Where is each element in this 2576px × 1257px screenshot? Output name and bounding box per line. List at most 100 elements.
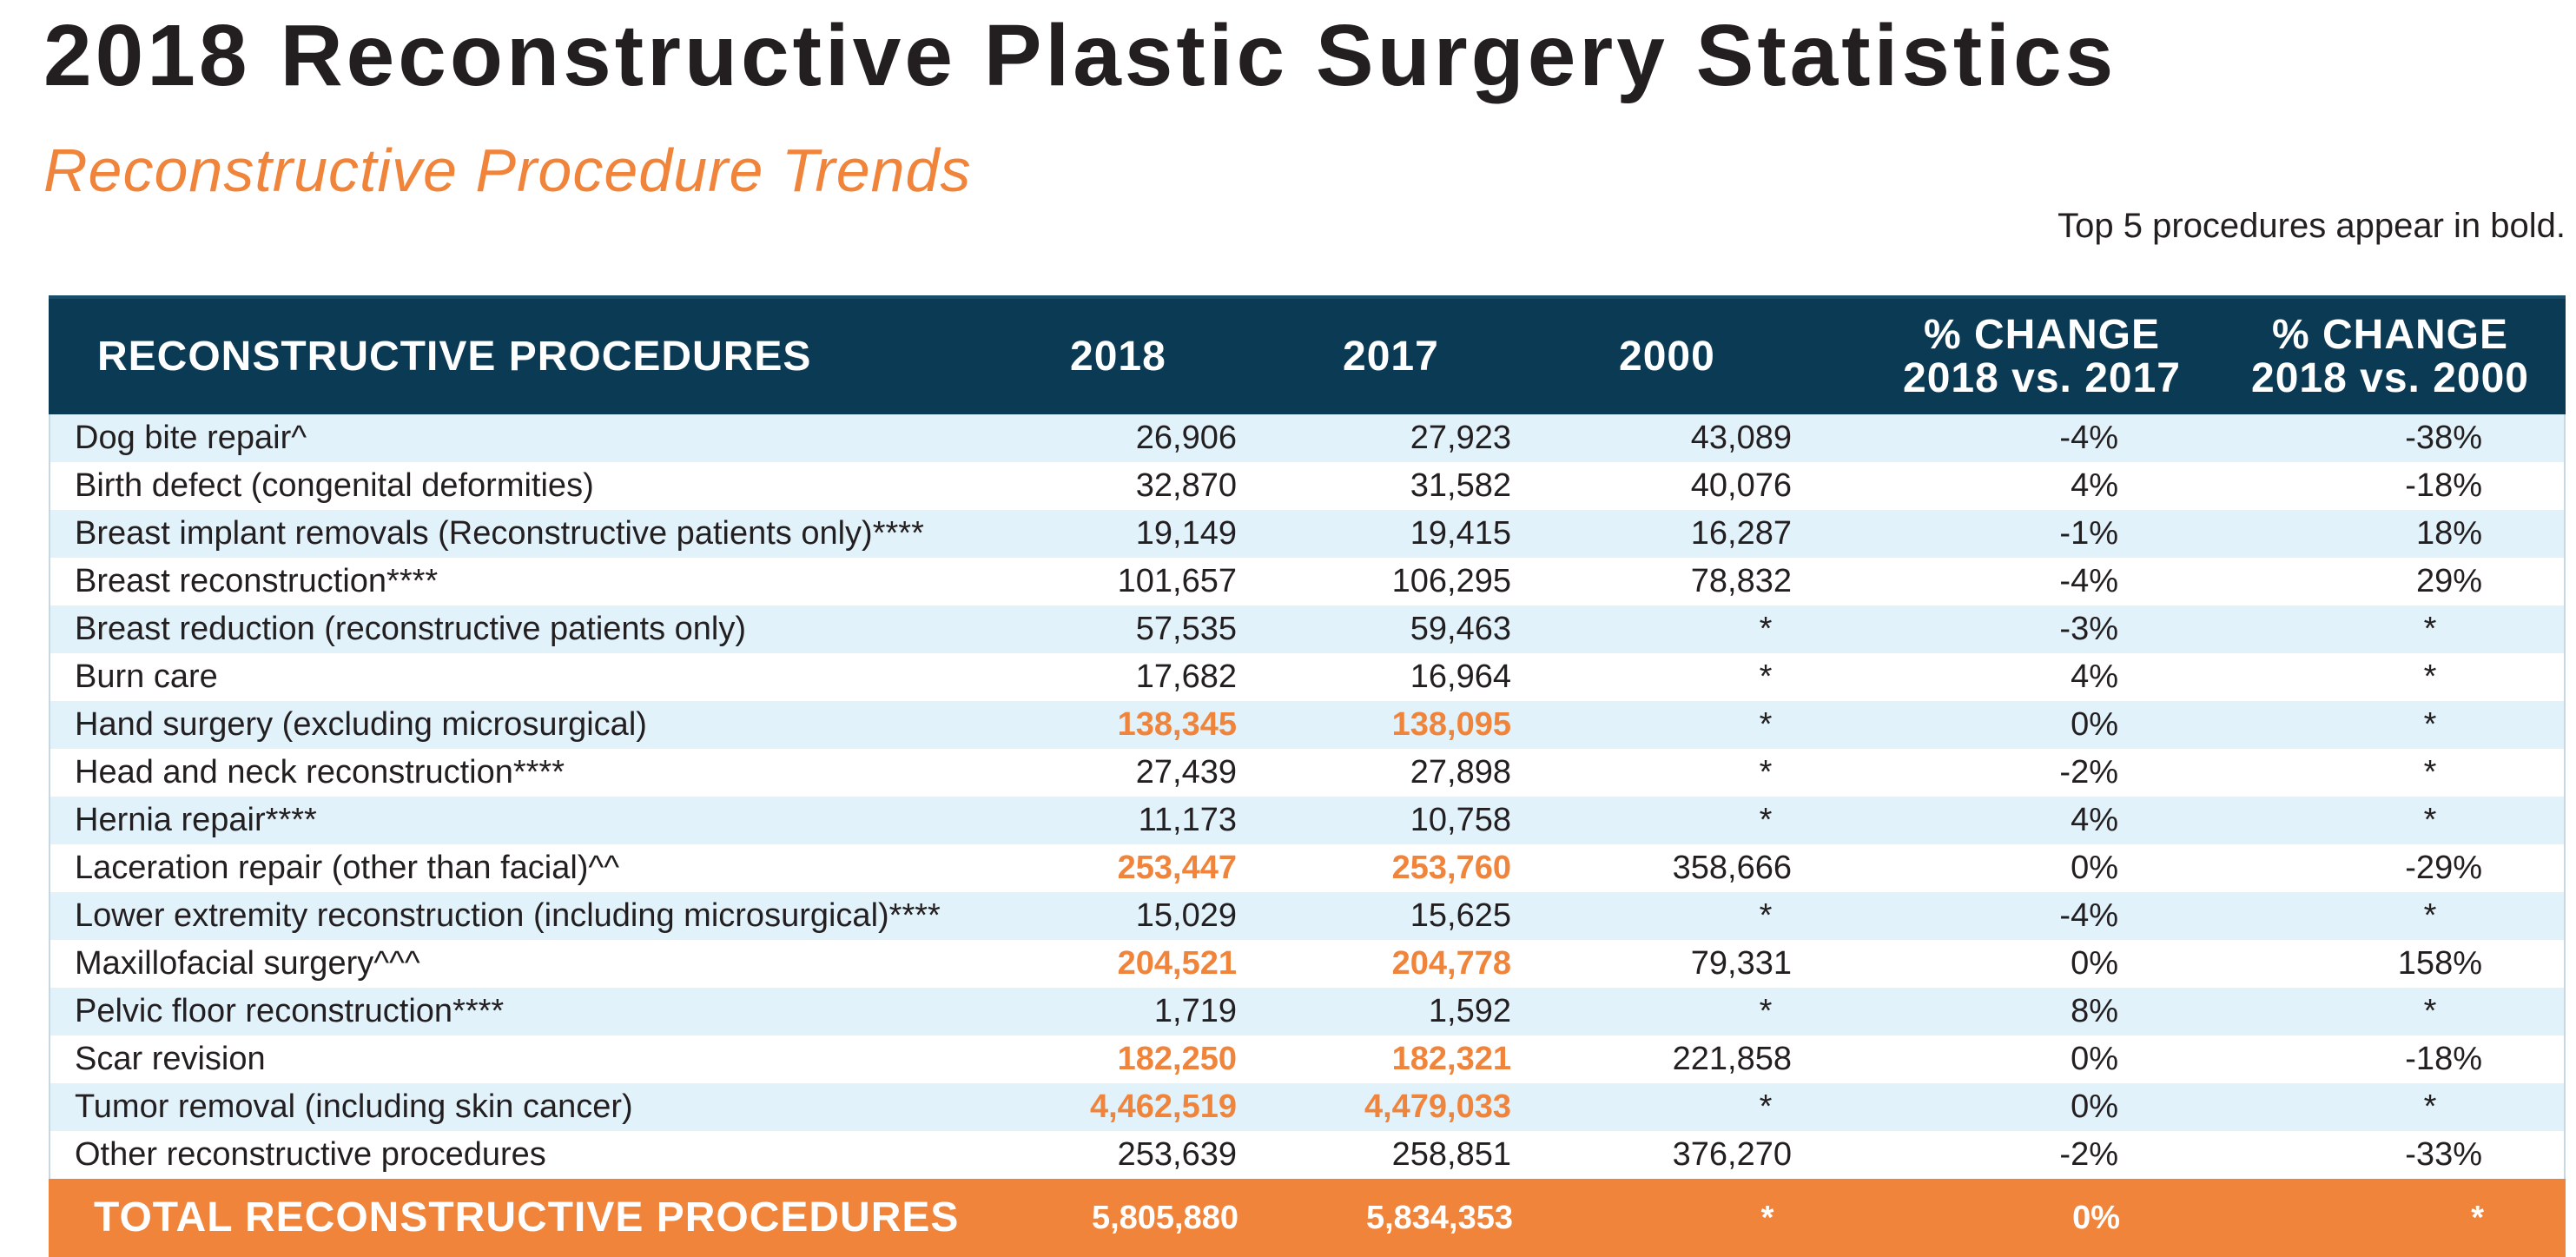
change-2018-vs-2000: 29% [2415, 563, 2482, 599]
change-2018-vs-2017: 0% [2071, 945, 2118, 982]
value-2000: * [1759, 658, 1773, 695]
change-2018-vs-2000: * [2423, 611, 2437, 647]
table-row: Birth defect (congenital deformities) 32,… [50, 462, 2564, 510]
table-row: Hand surgery (excluding microsurgical) 13… [50, 701, 2564, 749]
header-change-2017-line2: 2018 vs. 2017 [1903, 354, 2181, 401]
procedure-name: Burn care [75, 658, 218, 695]
value-2018: 182,250 [1117, 1041, 1237, 1077]
value-2000: 221,858 [1672, 1041, 1792, 1077]
value-2000: 376,270 [1672, 1136, 1792, 1173]
value-2017: 1,592 [1428, 993, 1511, 1029]
total-change-2017: 0% [2072, 1200, 2120, 1236]
value-2018: 253,447 [1117, 850, 1237, 886]
header-change-2000-line1: % CHANGE [2271, 311, 2509, 358]
value-2000: 40,076 [1690, 467, 1792, 504]
change-2018-vs-2017: 4% [2071, 467, 2118, 504]
change-2018-vs-2000: -18% [2405, 467, 2482, 504]
value-2000: 79,331 [1690, 945, 1792, 982]
procedure-name: Birth defect (congenital deformities) [75, 467, 594, 504]
table-header: RECONSTRUCTIVE PROCEDURES 2018 2017 2000… [49, 295, 2566, 414]
value-2000: * [1759, 754, 1773, 791]
change-2018-vs-2000: * [2423, 1088, 2437, 1125]
title-text: Reconstructive Plastic Surgery Statistic… [280, 7, 2117, 104]
procedure-name: Maxillofacial surgery^^^ [75, 945, 420, 982]
page-subtitle: Reconstructive Procedure Trends [43, 136, 972, 204]
procedure-name: Pelvic floor reconstruction**** [75, 993, 505, 1029]
header-procedures: RECONSTRUCTIVE PROCEDURES [97, 334, 812, 380]
header-change-2017-line1: % CHANGE [1923, 311, 2161, 358]
procedure-name: Hand surgery (excluding microsurgical) [75, 706, 647, 743]
value-2018: 26,906 [1135, 420, 1237, 456]
table-row: Maxillofacial surgery^^^ 204,521 204,778 79… [50, 940, 2564, 988]
value-2000: 43,089 [1690, 420, 1792, 456]
value-2000: * [1759, 1088, 1773, 1125]
value-2017: 15,625 [1410, 897, 1511, 934]
change-2018-vs-2017: 0% [2071, 850, 2118, 886]
change-2018-vs-2017: 4% [2071, 802, 2118, 838]
value-2018: 138,345 [1117, 706, 1237, 743]
value-2018: 57,535 [1135, 611, 1237, 647]
table-row: Lower extremity reconstruction (includin… [50, 892, 2564, 940]
top5-note: Top 5 procedures appear in bold. [2057, 207, 2566, 245]
value-2017: 182,321 [1391, 1041, 1511, 1077]
change-2018-vs-2000: 18% [2415, 515, 2482, 552]
change-2018-vs-2000: -29% [2405, 850, 2482, 886]
change-2018-vs-2017: 4% [2071, 658, 2118, 695]
value-2000: 358,666 [1672, 850, 1792, 886]
value-2018: 19,149 [1135, 515, 1237, 552]
change-2018-vs-2017: 0% [2071, 1088, 2118, 1125]
table-row: Breast reconstruction**** 101,657 106,295 7… [50, 558, 2564, 605]
procedure-name: Tumor removal (including skin cancer) [75, 1088, 633, 1125]
procedure-name: Breast reduction (reconstructive patient… [75, 611, 747, 647]
table-row: Scar revision 182,250 182,321 221,858 0% -18% [50, 1035, 2564, 1083]
value-2000: * [1759, 993, 1773, 1029]
header-2018: 2018 [1070, 334, 1166, 380]
total-change-2000: * [2471, 1200, 2484, 1236]
change-2018-vs-2000: -18% [2405, 1041, 2482, 1077]
value-2017: 258,851 [1391, 1136, 1511, 1173]
value-2018: 17,682 [1135, 658, 1237, 695]
value-2018: 204,521 [1117, 945, 1237, 982]
value-2017: 59,463 [1410, 611, 1511, 647]
procedure-name: Breast reconstruction**** [75, 563, 439, 599]
value-2017: 253,760 [1391, 850, 1511, 886]
table-row: Burn care 17,682 16,964 * 4% * [50, 653, 2564, 701]
value-2000: 78,832 [1690, 563, 1792, 599]
total-row: TOTAL RECONSTRUCTIVE PROCEDURES 5,805,88… [49, 1179, 2566, 1257]
change-2018-vs-2000: * [2423, 993, 2437, 1029]
header-change-2000: % CHANGE 2018 vs. 2000 [2247, 299, 2533, 414]
change-2018-vs-2000: 158% [2397, 945, 2482, 982]
value-2017: 27,923 [1410, 420, 1511, 456]
value-2000: * [1759, 611, 1773, 647]
value-2000: * [1759, 802, 1773, 838]
total-label: TOTAL RECONSTRUCTIVE PROCEDURES [94, 1194, 960, 1240]
value-2017: 16,964 [1410, 658, 1511, 695]
value-2018: 253,639 [1117, 1136, 1237, 1173]
value-2017: 4,479,033 [1364, 1088, 1511, 1125]
change-2018-vs-2017: -4% [2059, 563, 2118, 599]
value-2018: 27,439 [1135, 754, 1237, 791]
procedure-name: Breast implant removals (Reconstructive … [75, 515, 924, 552]
change-2018-vs-2000: -33% [2405, 1136, 2482, 1173]
change-2018-vs-2017: 8% [2071, 993, 2118, 1029]
procedure-name: Other reconstructive procedures [75, 1136, 546, 1173]
header-change-2017: % CHANGE 2018 vs. 2017 [1899, 299, 2185, 414]
table-row: Laceration repair (other than facial)^^ 2… [50, 844, 2564, 892]
table-row: Tumor removal (including skin cancer) 4,4… [50, 1083, 2564, 1131]
procedure-name: Head and neck reconstruction**** [75, 754, 565, 791]
value-2017: 27,898 [1410, 754, 1511, 791]
value-2000: 16,287 [1690, 515, 1792, 552]
header-2017: 2017 [1343, 334, 1439, 380]
change-2018-vs-2017: -4% [2059, 420, 2118, 456]
procedure-name: Hernia repair**** [75, 802, 317, 838]
change-2018-vs-2000: * [2423, 754, 2437, 791]
change-2018-vs-2000: * [2423, 658, 2437, 695]
page-title: 2018 Reconstructive Plastic Surgery Stati… [43, 0, 2117, 111]
value-2017: 204,778 [1391, 945, 1511, 982]
table-row: Other reconstructive procedures 253,639 25… [50, 1131, 2564, 1179]
value-2018: 4,462,519 [1089, 1088, 1237, 1125]
value-2018: 101,657 [1117, 563, 1237, 599]
change-2018-vs-2017: -1% [2059, 515, 2118, 552]
value-2000: * [1759, 706, 1773, 743]
total-2000: * [1760, 1200, 1774, 1236]
